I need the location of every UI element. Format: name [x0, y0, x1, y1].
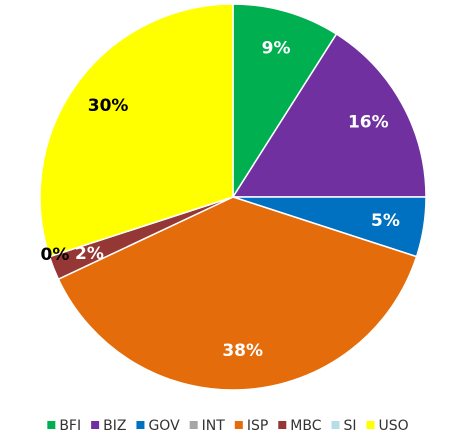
legend-swatch	[136, 421, 145, 429]
pie-slice	[57, 196, 418, 391]
legend-label: USO	[379, 418, 409, 434]
legend-label: MBC	[290, 418, 321, 434]
data-label: 38%	[222, 341, 263, 361]
legend-label: SI	[344, 418, 357, 434]
pie-slice	[231, 33, 427, 198]
legend-swatch	[234, 421, 243, 429]
legend-label: GOV	[148, 418, 180, 434]
legend-label: BFI	[59, 418, 81, 434]
legend-label: ISP	[247, 418, 268, 434]
legend-swatch	[331, 421, 340, 429]
data-label: 5%	[371, 211, 400, 231]
data-label: 2%	[75, 244, 104, 264]
legend-label: BIZ	[103, 418, 126, 434]
legend-swatch	[189, 421, 198, 429]
legend-label: INT	[202, 418, 226, 434]
data-label: 16%	[348, 113, 389, 133]
data-label: 9%	[262, 39, 291, 59]
legend-swatch	[366, 421, 375, 429]
legend-swatch	[91, 421, 100, 429]
legend-swatch	[47, 421, 56, 429]
data-label: 0%	[41, 245, 70, 265]
pie-slice	[39, 3, 234, 258]
legend-swatch	[278, 421, 287, 429]
data-label: 30%	[88, 96, 129, 116]
pie-slice	[232, 3, 338, 200]
